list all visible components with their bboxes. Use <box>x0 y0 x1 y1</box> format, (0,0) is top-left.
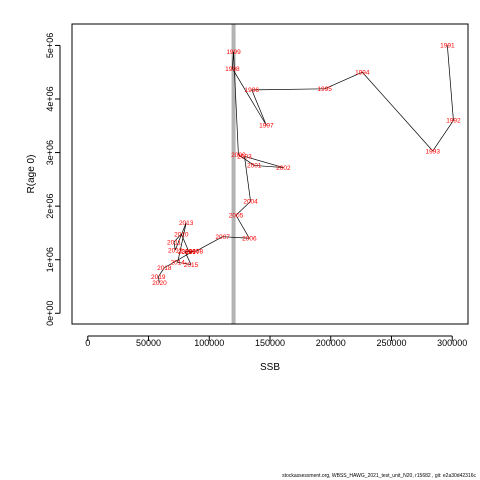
year-label: 1992 <box>446 118 461 125</box>
year-label: 2020 <box>152 280 167 287</box>
trajectory-segment <box>232 68 267 126</box>
trajectory-segment <box>244 156 251 202</box>
trajectory-segment <box>157 267 165 278</box>
trajectory-segment <box>177 262 192 265</box>
x-tick-label: 300000 <box>437 338 467 348</box>
year-label: 1993 <box>426 148 441 155</box>
year-label: 2015 <box>184 262 199 269</box>
y-tick-label: 4e+06 <box>45 86 55 111</box>
year-label: 2000 <box>231 152 246 159</box>
year-label: 2001 <box>247 163 262 170</box>
trajectory-segment <box>235 201 251 216</box>
trajectory-segment <box>195 236 223 252</box>
year-label: 1994 <box>355 70 370 77</box>
trajectory-segment <box>362 71 434 152</box>
trajectory-segment <box>164 251 193 269</box>
trajectory-segment <box>251 88 325 91</box>
year-label: 2002 <box>276 165 291 172</box>
year-label: 1999 <box>226 49 241 56</box>
x-tick-label: 150000 <box>255 338 285 348</box>
year-label: 2006 <box>242 236 257 243</box>
year-label: 2010 <box>174 231 189 238</box>
trajectory-segment <box>251 89 267 126</box>
x-tick-label: 50000 <box>136 338 161 348</box>
year-label: 1996 <box>245 87 260 94</box>
trajectory-segment <box>181 233 189 252</box>
axes: 0 50000 100000 150000 200000 250000 300000 0e+0… <box>45 33 467 348</box>
trajectory-segment <box>432 120 454 152</box>
trajectory-segment <box>157 276 160 283</box>
trajectory-segment <box>233 51 239 155</box>
year-label: 2009 <box>181 248 196 255</box>
trajectory-segment <box>238 154 255 166</box>
year-label-layer: 1991 1992 1993 1994 1995 1996 1997 1998 1999 2000… <box>151 43 461 287</box>
trajectory-segment <box>244 155 284 168</box>
y-tick-label: 2e+06 <box>45 194 55 219</box>
trajectory-segment <box>324 71 363 90</box>
trajectory-segment <box>177 222 187 263</box>
x-tick-label: 200000 <box>316 338 346 348</box>
year-label: 1991 <box>440 43 455 50</box>
year-label: 2011 <box>167 239 181 246</box>
year-label: 2013 <box>179 220 194 227</box>
y-tick-label: 0e+00 <box>45 301 55 326</box>
year-label: 2019 <box>151 274 166 281</box>
y-tick-label: 1e+06 <box>45 247 55 272</box>
year-label: 2012 <box>168 247 183 254</box>
trajectory-segment <box>173 241 176 251</box>
year-label: 2018 <box>157 265 172 272</box>
trajectory-segment <box>447 45 454 121</box>
year-label: 2007 <box>215 234 230 241</box>
year-label: 2016 <box>178 249 193 256</box>
year-label: 1997 <box>259 123 274 130</box>
trajectory-segment <box>222 236 250 239</box>
x-tick-label: 0 <box>85 338 90 348</box>
year-label: 2003 <box>237 154 252 161</box>
y-axis-title: R(age 0) <box>26 155 37 194</box>
trajectory-segment <box>184 251 192 265</box>
x-tick-label: 100000 <box>194 338 224 348</box>
trajectory-layer <box>157 45 454 283</box>
x-axis-title: SSB <box>260 362 280 373</box>
y-tick-label: 5e+06 <box>45 33 55 58</box>
plot-frame <box>71 23 469 325</box>
year-label: 2014 <box>170 260 185 267</box>
year-label: 2008 <box>189 248 204 255</box>
trajectory-segment <box>173 233 182 243</box>
x-tick-label: 250000 <box>376 338 406 348</box>
year-label: 1998 <box>225 66 240 73</box>
year-label: 2004 <box>243 199 258 206</box>
year-label: 2017 <box>185 249 200 256</box>
trajectory-segment <box>254 165 284 168</box>
trajectory-segment <box>174 222 187 251</box>
trajectory-segment <box>235 215 250 239</box>
year-label: 2005 <box>229 213 244 220</box>
year-label: 1995 <box>317 86 332 93</box>
y-tick-label: 3e+06 <box>45 140 55 165</box>
footer-note: stockassessment.org, WBSS_HAWG_2021_test… <box>282 473 476 479</box>
